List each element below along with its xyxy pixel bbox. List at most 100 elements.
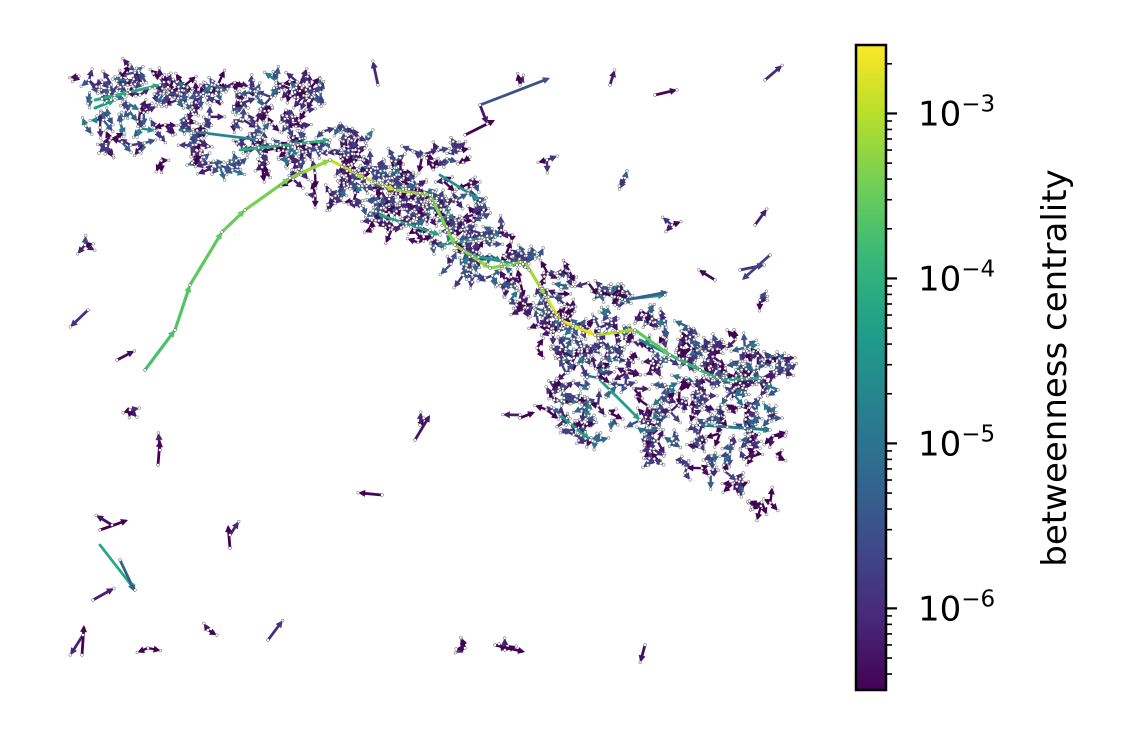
node [747, 369, 751, 374]
node [100, 80, 104, 84]
node [466, 233, 471, 238]
node [428, 241, 433, 246]
node [303, 136, 307, 140]
edge-arrowhead [360, 207, 368, 216]
node [352, 135, 356, 139]
node [592, 316, 596, 320]
node [511, 261, 516, 265]
node [702, 403, 707, 408]
node [438, 229, 442, 234]
node [320, 149, 325, 154]
node [700, 349, 704, 353]
node [760, 425, 765, 429]
node [389, 159, 394, 163]
edge-arrowhead [739, 450, 747, 459]
edge-arrowhead [644, 311, 652, 319]
node [684, 375, 688, 380]
edge-arrowhead [687, 423, 695, 431]
node [641, 325, 645, 329]
edge-arrowhead [736, 398, 744, 407]
node [527, 326, 531, 331]
node [711, 354, 715, 359]
node [438, 208, 443, 212]
node [597, 310, 602, 314]
node [471, 240, 475, 244]
node [282, 145, 286, 149]
node [325, 208, 329, 213]
edge-arrowhead [641, 445, 650, 453]
node [286, 146, 290, 150]
edge-arrowhead [129, 409, 137, 418]
edge-arrowhead [672, 415, 681, 423]
node [663, 383, 667, 387]
edge-arrowhead [123, 110, 131, 118]
node [553, 271, 557, 276]
node [386, 146, 390, 150]
edge-arrowhead [670, 382, 679, 389]
node [285, 153, 290, 158]
node [484, 196, 488, 200]
node [121, 82, 125, 86]
node [281, 113, 285, 117]
node [738, 359, 742, 364]
edge-arrowhead [474, 204, 483, 213]
node [477, 235, 482, 240]
edge-arrowhead [501, 638, 509, 646]
node [588, 344, 593, 348]
node [205, 101, 209, 105]
edge-arrowhead [539, 320, 548, 327]
node [190, 105, 195, 110]
node [700, 362, 704, 366]
node [186, 119, 190, 123]
edge-arrowhead [768, 405, 777, 414]
edge [488, 260, 524, 270]
edge-arrowhead [541, 329, 550, 337]
edge-arrowhead [749, 500, 758, 507]
edge-arrowhead [454, 279, 462, 288]
node [537, 256, 541, 260]
node [325, 151, 329, 155]
edge [593, 328, 634, 337]
edge [413, 416, 430, 442]
node [421, 202, 425, 207]
node [762, 382, 766, 387]
node [281, 149, 285, 153]
edge-arrowhead [616, 367, 625, 374]
edge-arrowhead [611, 323, 618, 332]
edge-arrowhead [232, 521, 239, 530]
node [754, 408, 759, 413]
node [304, 145, 308, 149]
node [286, 140, 290, 144]
node [761, 401, 766, 405]
node [508, 263, 512, 267]
node [246, 106, 250, 110]
node [365, 168, 369, 172]
edge-arrowhead [116, 132, 124, 140]
node [567, 305, 571, 309]
edge-arrowhead [585, 402, 593, 410]
edge-arrowhead [714, 368, 721, 377]
node [658, 311, 662, 315]
edge-arrowhead [775, 450, 783, 458]
node [692, 337, 696, 342]
node [201, 121, 206, 126]
edge-arrowhead [622, 371, 630, 380]
edge-arrowhead [286, 72, 294, 80]
node [357, 149, 361, 153]
node [434, 164, 439, 169]
edge-arrowhead [668, 396, 677, 404]
edge-arrowhead [299, 102, 307, 111]
node [410, 149, 415, 153]
node [414, 174, 418, 178]
edge-arrowhead [423, 415, 430, 423]
node [385, 219, 389, 224]
node [702, 335, 706, 340]
edge-arrowhead [123, 406, 132, 414]
edge-arrowhead [600, 436, 609, 444]
edge-arrowhead [450, 147, 458, 155]
node [690, 394, 695, 398]
node [552, 393, 556, 397]
node [515, 267, 520, 271]
node [141, 65, 145, 69]
node [368, 212, 373, 216]
